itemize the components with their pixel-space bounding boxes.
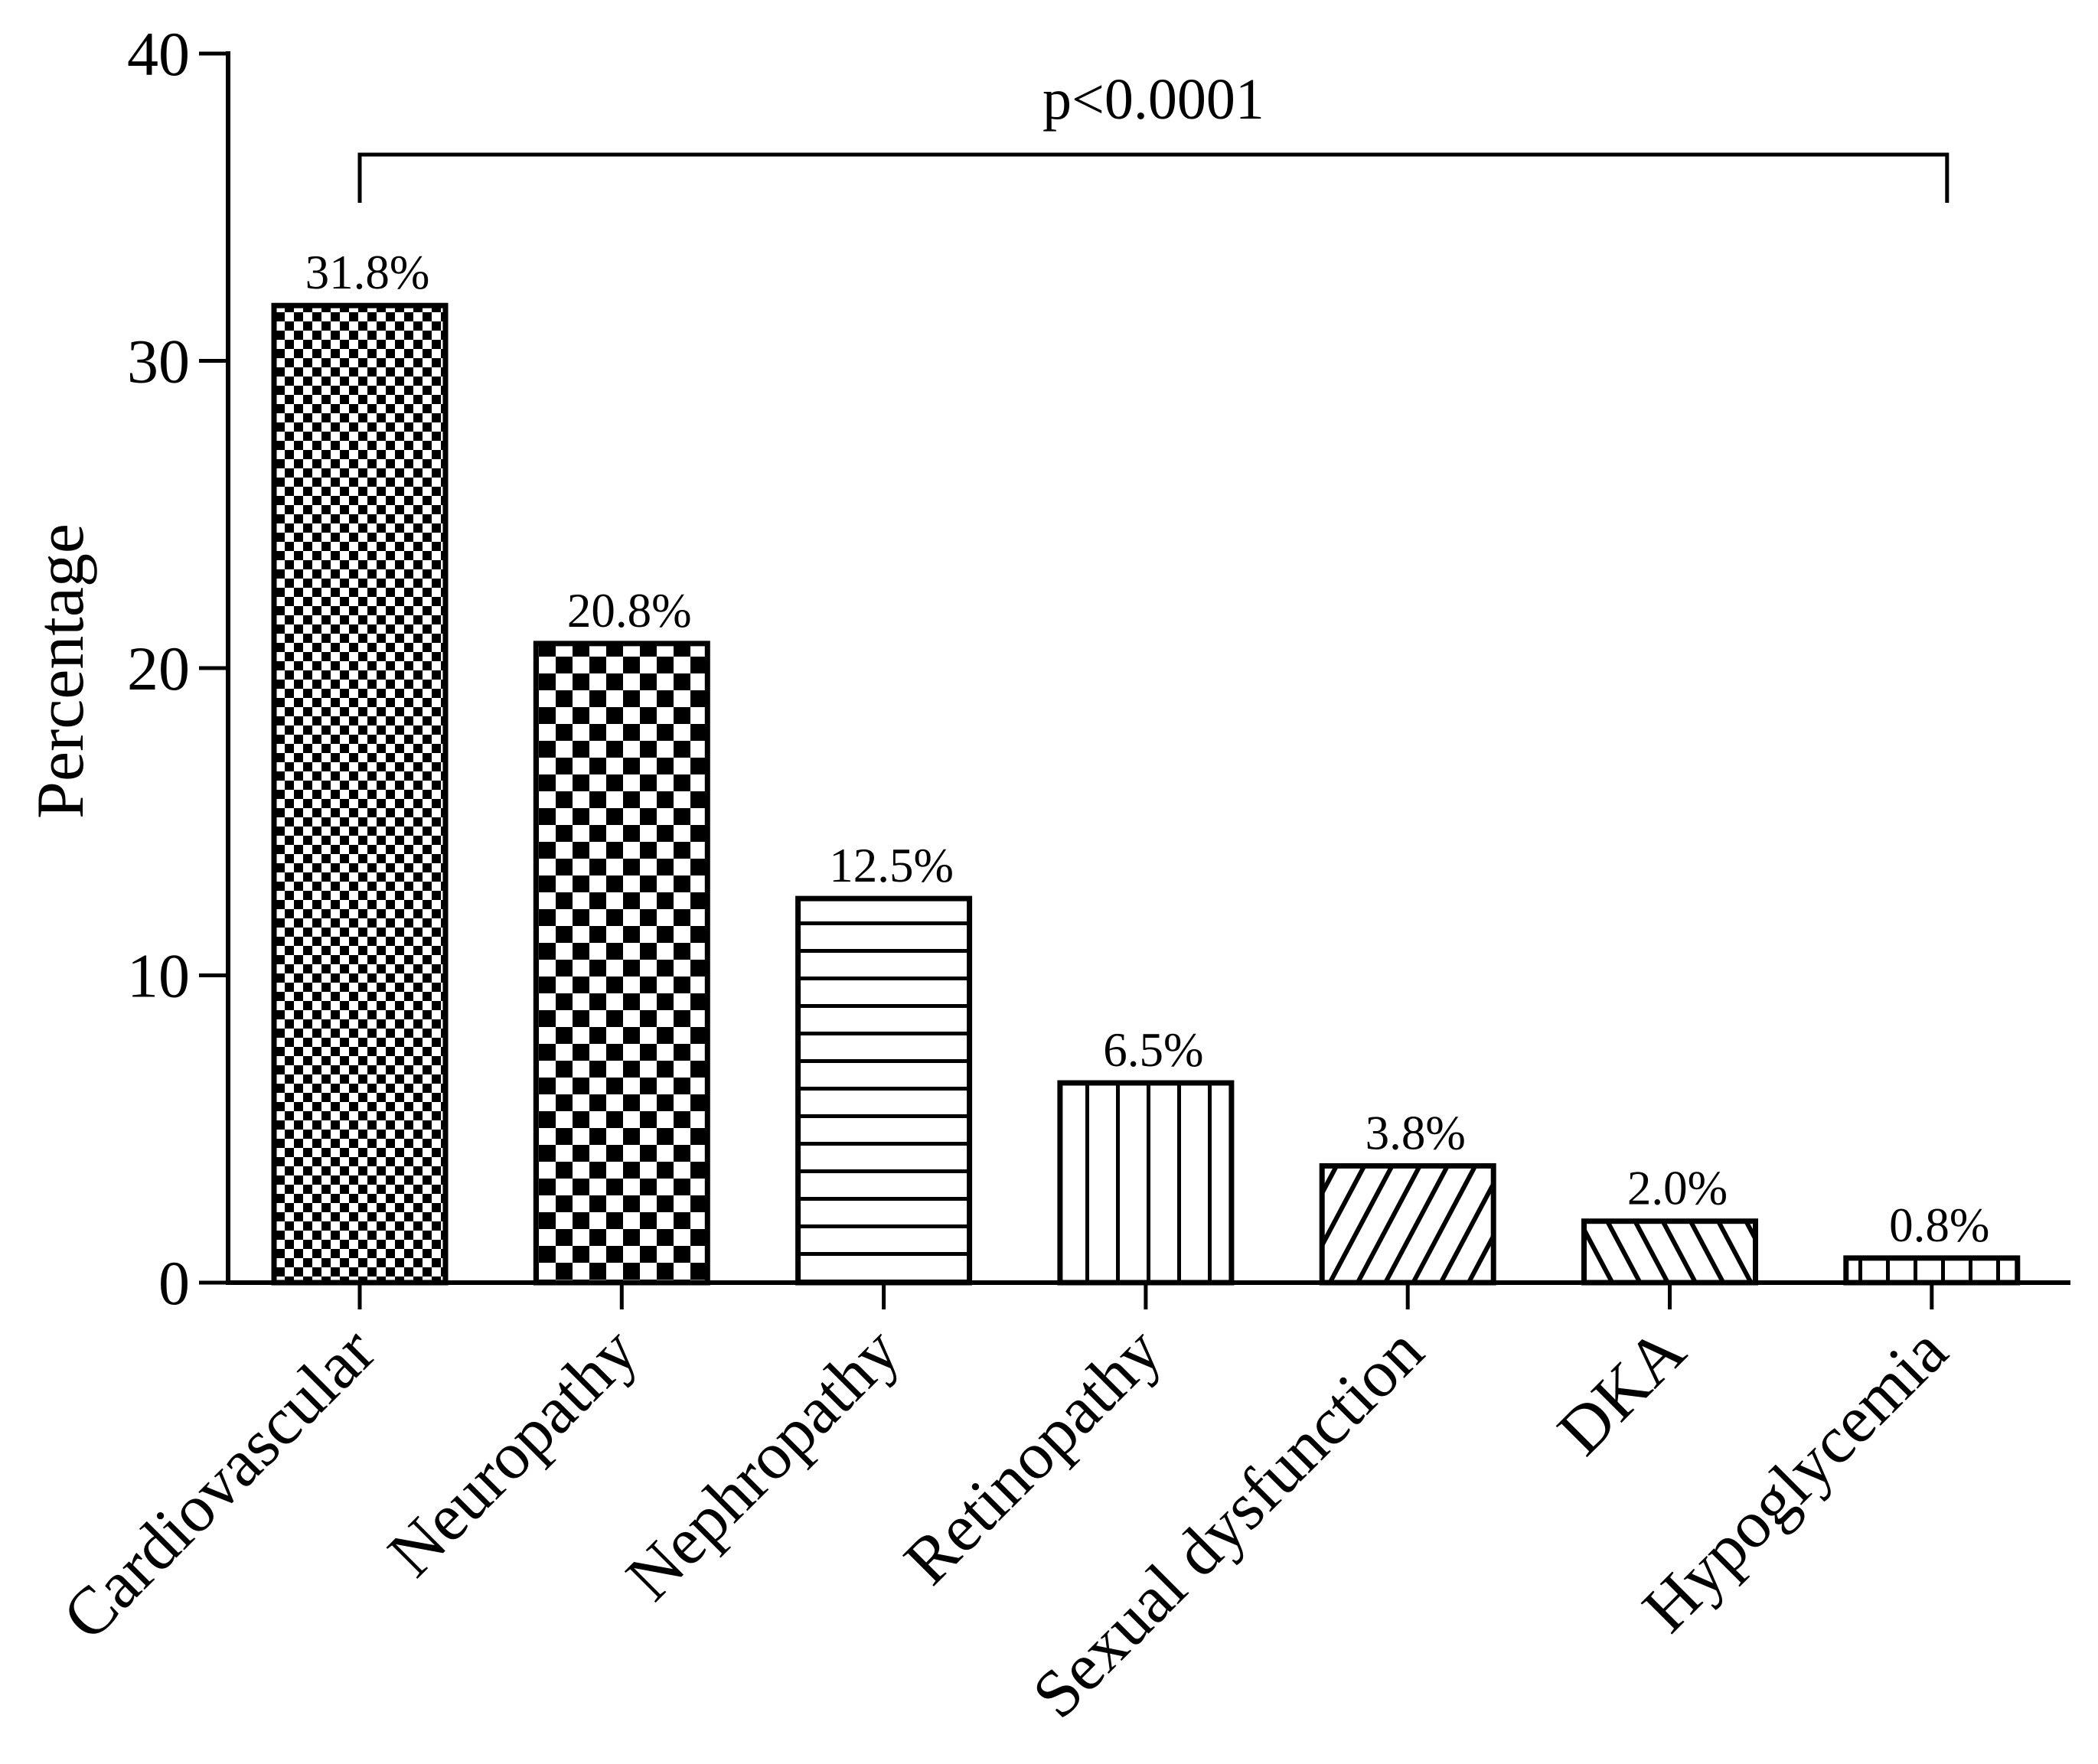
p-value-label: p<0.0001 bbox=[1042, 67, 1264, 132]
x-tick-label: Cardiovascular bbox=[49, 1314, 390, 1655]
y-tick-label: 40 bbox=[127, 19, 190, 89]
significance-bracket bbox=[357, 152, 1950, 203]
y-tick-label: 10 bbox=[127, 941, 190, 1011]
x-tick-label: Neuropathy bbox=[374, 1314, 651, 1591]
y-axis-label: Percentage bbox=[24, 523, 98, 819]
bar-neuropathy bbox=[533, 641, 710, 1286]
data-label: 2.0% bbox=[1627, 1162, 1728, 1215]
data-label: 31.8% bbox=[305, 246, 430, 299]
bars-group: 31.8% 20.8% 12.5% 6.5% 3.8% 2.0% 0.8% bbox=[271, 246, 2021, 1286]
bar-sexual-dysfunction bbox=[1319, 1162, 1496, 1286]
y-tick-label: 30 bbox=[127, 327, 190, 396]
bar-cardiovascular bbox=[271, 302, 449, 1286]
data-label: 20.8% bbox=[567, 584, 692, 637]
bar-hypoglycemia bbox=[1843, 1255, 2021, 1286]
y-tick-label: 0 bbox=[158, 1248, 190, 1318]
significance-annotation: p<0.0001 bbox=[357, 67, 1950, 203]
x-tick-label: DKA bbox=[1544, 1314, 1699, 1469]
x-tick-label: Retinopathy bbox=[890, 1314, 1176, 1599]
bar-dka bbox=[1581, 1218, 1758, 1286]
bar-nephropathy bbox=[795, 895, 973, 1286]
y-tick-label: 20 bbox=[127, 634, 190, 703]
data-label: 6.5% bbox=[1103, 1023, 1203, 1077]
data-label: 0.8% bbox=[1889, 1198, 1989, 1252]
bar-retinopathy bbox=[1057, 1080, 1235, 1286]
data-label: 12.5% bbox=[829, 839, 954, 892]
data-label: 3.8% bbox=[1365, 1106, 1466, 1159]
x-tick-label: Nephropathy bbox=[612, 1314, 913, 1615]
